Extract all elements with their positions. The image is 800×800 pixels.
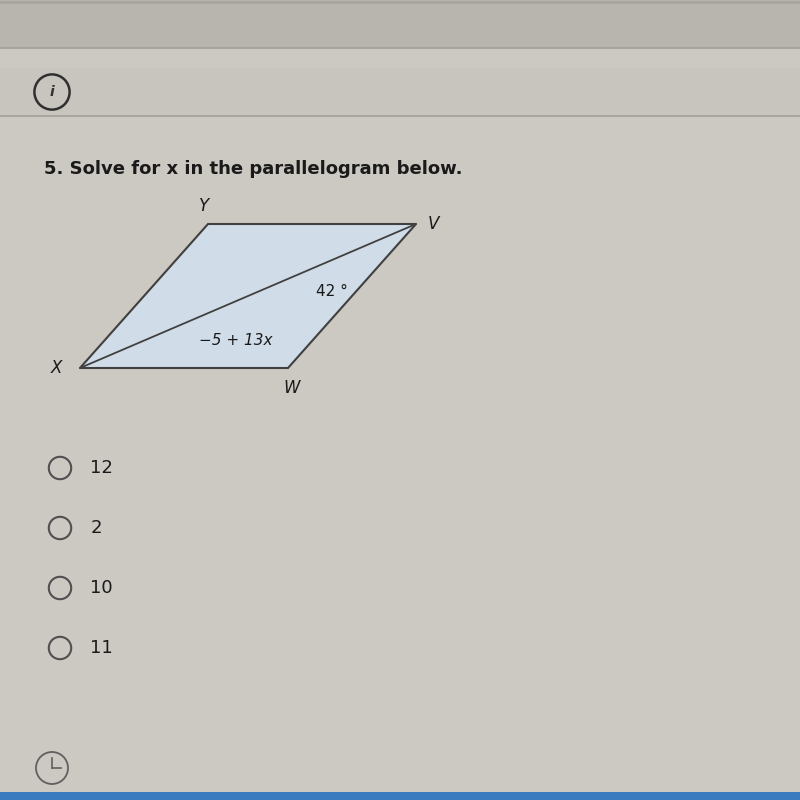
Bar	[0, 68, 800, 116]
Text: W: W	[284, 379, 300, 397]
Text: 2: 2	[90, 519, 102, 537]
Text: 5. Solve for x in the parallelogram below.: 5. Solve for x in the parallelogram belo…	[44, 160, 462, 178]
Text: 12: 12	[90, 459, 114, 477]
Polygon shape	[80, 224, 416, 368]
Text: −5 + 13x: −5 + 13x	[199, 333, 273, 347]
Text: V: V	[428, 215, 439, 233]
Text: X: X	[50, 359, 62, 377]
Text: 10: 10	[90, 579, 113, 597]
Text: Y: Y	[199, 198, 209, 215]
Text: 42 °: 42 °	[316, 285, 348, 299]
Bar	[0, 792, 800, 800]
Text: i: i	[50, 85, 54, 99]
Text: 11: 11	[90, 639, 113, 657]
Bar	[0, 0, 800, 48]
